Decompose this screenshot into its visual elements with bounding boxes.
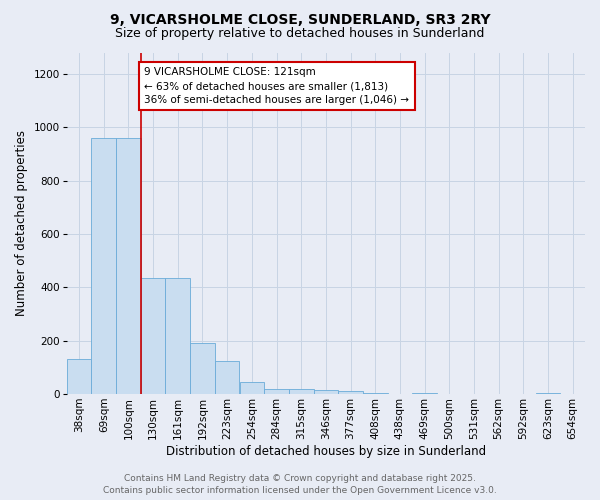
Bar	[536, 392, 560, 394]
Text: Size of property relative to detached houses in Sunderland: Size of property relative to detached ho…	[115, 28, 485, 40]
Bar	[338, 392, 363, 394]
Bar	[314, 390, 338, 394]
Bar	[215, 360, 239, 394]
Bar	[412, 392, 437, 394]
Bar	[166, 278, 190, 394]
Bar	[67, 360, 91, 394]
Text: Contains HM Land Registry data © Crown copyright and database right 2025.
Contai: Contains HM Land Registry data © Crown c…	[103, 474, 497, 495]
Bar	[239, 382, 264, 394]
Bar	[116, 138, 141, 394]
Bar	[363, 392, 388, 394]
X-axis label: Distribution of detached houses by size in Sunderland: Distribution of detached houses by size …	[166, 444, 486, 458]
Bar	[190, 344, 215, 394]
Y-axis label: Number of detached properties: Number of detached properties	[15, 130, 28, 316]
Text: 9, VICARSHOLME CLOSE, SUNDERLAND, SR3 2RY: 9, VICARSHOLME CLOSE, SUNDERLAND, SR3 2R…	[110, 12, 490, 26]
Bar	[141, 278, 166, 394]
Bar	[91, 138, 116, 394]
Bar	[289, 389, 314, 394]
Bar	[264, 389, 289, 394]
Text: 9 VICARSHOLME CLOSE: 121sqm
← 63% of detached houses are smaller (1,813)
36% of : 9 VICARSHOLME CLOSE: 121sqm ← 63% of det…	[145, 67, 409, 105]
